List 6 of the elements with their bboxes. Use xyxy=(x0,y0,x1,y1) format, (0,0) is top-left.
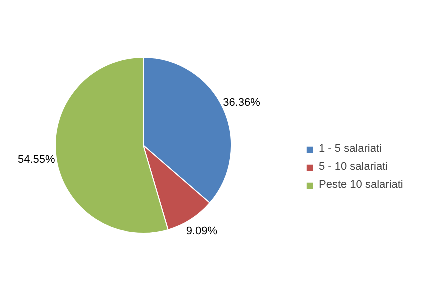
data-label: 9.09% xyxy=(186,225,218,238)
legend-label: 1 - 5 salariati xyxy=(319,143,382,155)
data-label: 36.36% xyxy=(223,97,261,110)
data-label: 54.55% xyxy=(18,154,56,166)
legend-label: Peste 10 salariati xyxy=(319,179,404,191)
legend-label: 5 - 10 salariati xyxy=(319,161,388,173)
